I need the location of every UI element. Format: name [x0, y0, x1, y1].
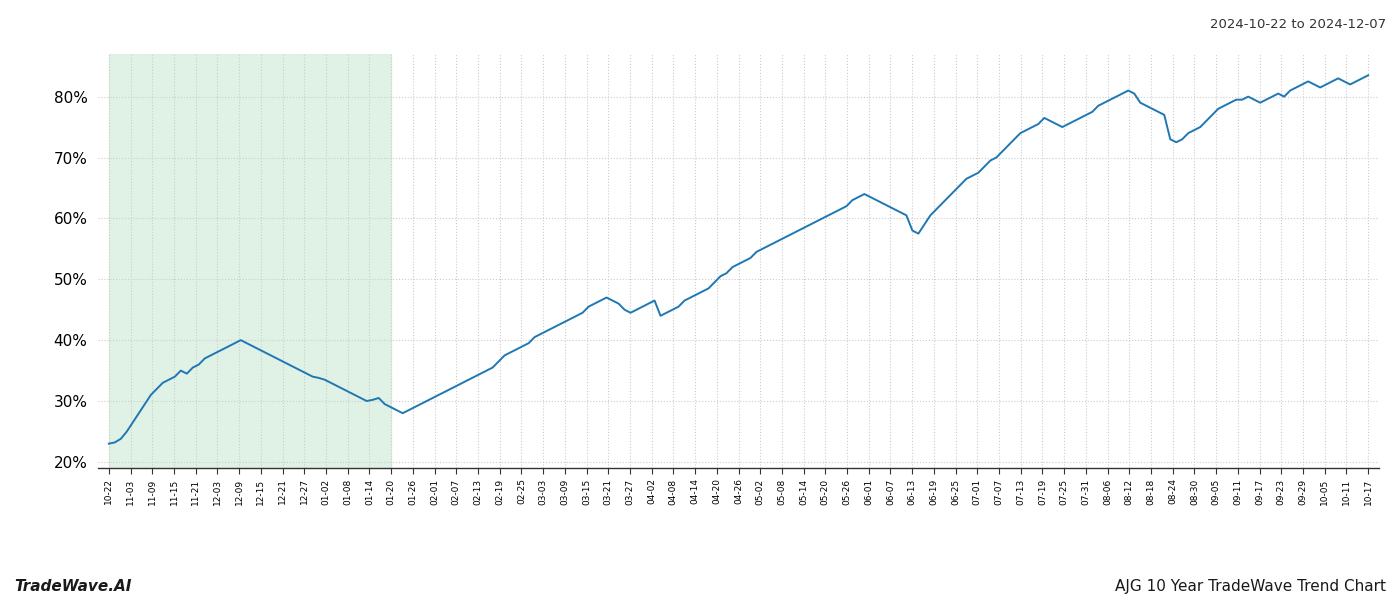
Text: AJG 10 Year TradeWave Trend Chart: AJG 10 Year TradeWave Trend Chart [1114, 579, 1386, 594]
Text: 2024-10-22 to 2024-12-07: 2024-10-22 to 2024-12-07 [1210, 18, 1386, 31]
Text: TradeWave.AI: TradeWave.AI [14, 579, 132, 594]
Bar [109, 54, 391, 468]
